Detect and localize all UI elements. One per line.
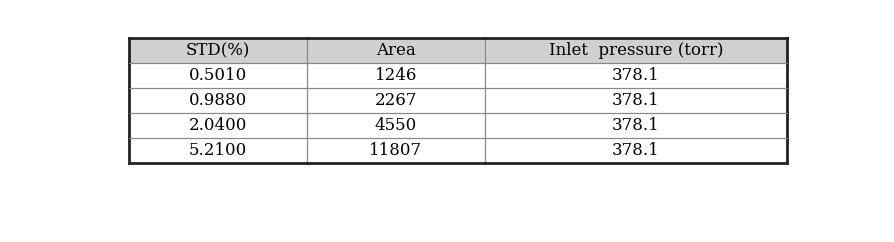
Text: 11807: 11807	[369, 142, 422, 159]
Bar	[129, 113, 307, 138]
Text: 378.1: 378.1	[612, 67, 660, 84]
Text: 0.9880: 0.9880	[189, 92, 247, 109]
Bar	[485, 38, 788, 63]
Text: Inlet  pressure (torr): Inlet pressure (torr)	[549, 42, 723, 59]
Text: 2.0400: 2.0400	[189, 117, 247, 134]
Bar	[129, 138, 307, 163]
Bar	[307, 38, 485, 63]
Bar	[307, 138, 485, 163]
Bar	[485, 88, 788, 113]
Text: 5.2100: 5.2100	[189, 142, 247, 159]
Bar	[485, 113, 788, 138]
Text: 1246: 1246	[375, 67, 417, 84]
Bar	[485, 138, 788, 163]
Bar	[307, 88, 485, 113]
Text: 2267: 2267	[375, 92, 417, 109]
Text: 378.1: 378.1	[612, 142, 660, 159]
Bar	[129, 63, 307, 88]
Text: 378.1: 378.1	[612, 117, 660, 134]
Text: 4550: 4550	[375, 117, 417, 134]
Text: 378.1: 378.1	[612, 92, 660, 109]
Text: 0.5010: 0.5010	[189, 67, 247, 84]
Bar	[307, 63, 485, 88]
Text: Area: Area	[375, 42, 416, 59]
Bar	[129, 38, 307, 63]
Bar	[307, 113, 485, 138]
Bar	[485, 63, 788, 88]
Text: STD(%): STD(%)	[186, 42, 250, 59]
Bar	[129, 88, 307, 113]
